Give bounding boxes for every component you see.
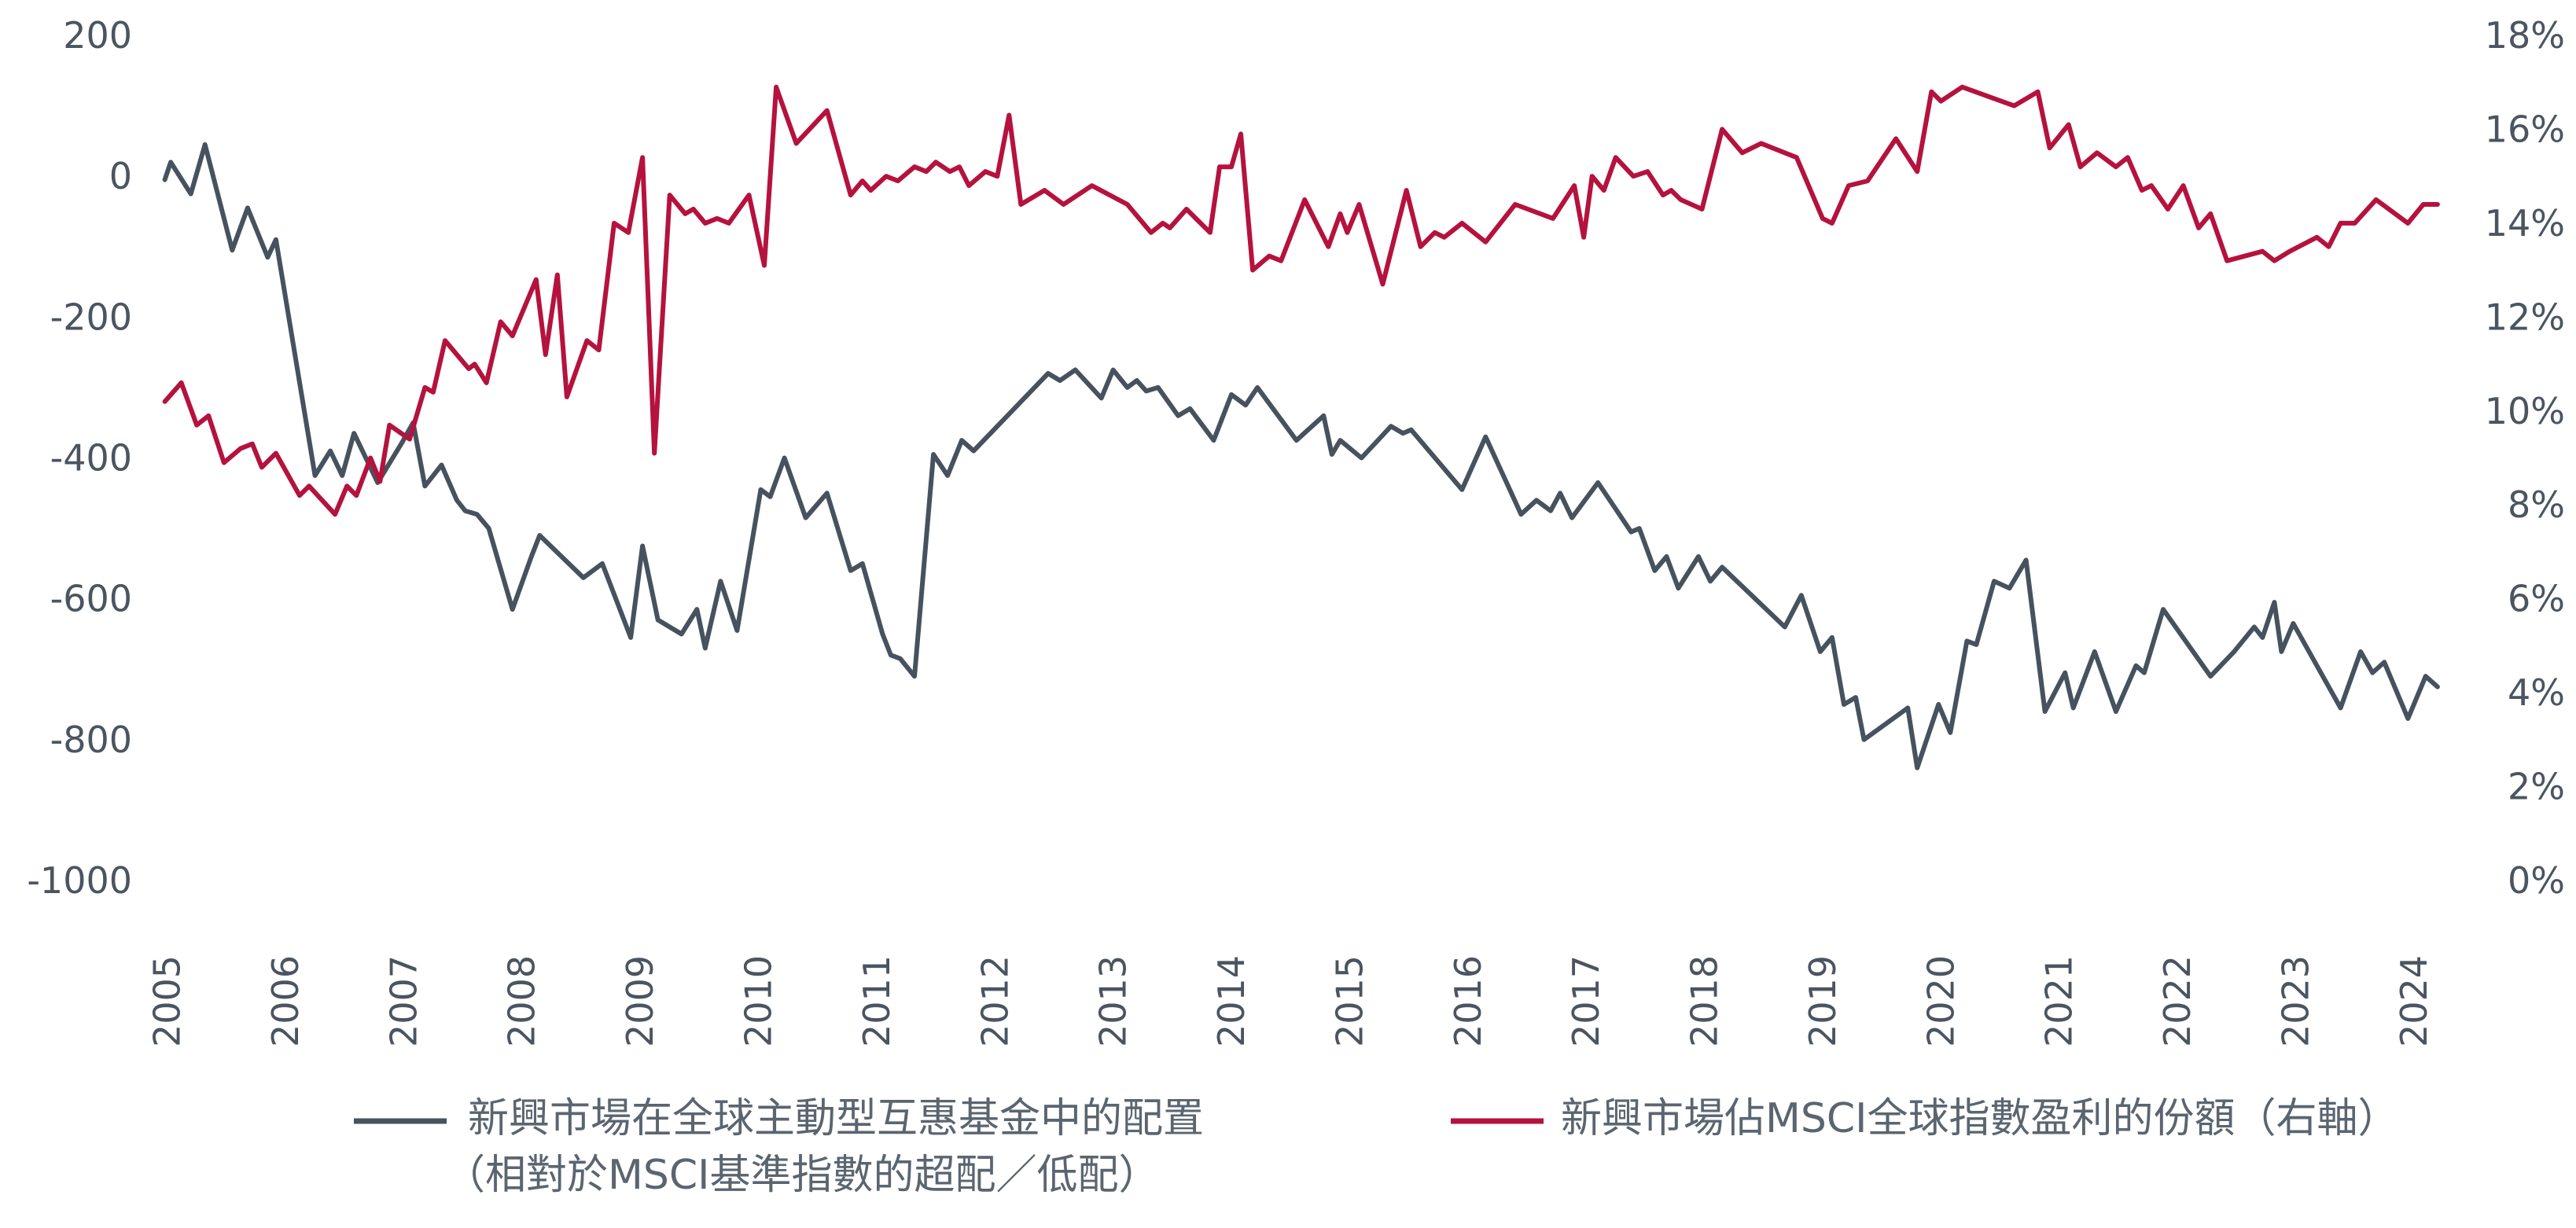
x-tick-label: 2011 (856, 955, 898, 1047)
x-tick-label: 2014 (1210, 955, 1253, 1047)
right-y-axis: 18% 16% 14% 12% 10% 8% 6% 4% 2% 0% (2485, 14, 2565, 902)
right-y-tick-label: 2% (2508, 766, 2565, 808)
x-tick-label: 2010 (737, 955, 779, 1047)
right-y-tick-label: 0% (2508, 859, 2565, 902)
x-tick-label: 2018 (1684, 955, 1726, 1047)
left-y-tick-label: -600 (50, 578, 132, 620)
x-tick-label: 2009 (619, 955, 661, 1047)
x-tick-label: 2008 (501, 955, 543, 1047)
right-y-tick-label: 4% (2508, 671, 2565, 714)
x-tick-label: 2023 (2274, 955, 2317, 1047)
x-axis: 2005 2006 2007 2008 2009 2010 2011 2012 2013 2014… (146, 955, 2435, 1047)
x-tick-label: 2024 (2393, 955, 2435, 1047)
right-y-tick-label: 10% (2485, 390, 2565, 432)
series-line-allocation (162, 142, 2440, 770)
x-tick-label: 2017 (1565, 955, 1607, 1047)
legend-label: 新興市場佔MSCI全球指數盈利的份額（右軸） (1561, 1095, 2399, 1142)
legend-label: 新興市場在全球主動型互惠基金中的配置 (468, 1095, 1204, 1142)
x-tick-label: 2007 (382, 955, 425, 1047)
right-y-tick-label: 18% (2485, 14, 2565, 57)
left-y-tick-label: 0 (109, 155, 132, 197)
series-line-earnings-share (162, 84, 2440, 517)
x-tick-label: 2016 (1447, 955, 1489, 1047)
right-y-tick-label: 16% (2485, 108, 2565, 150)
x-tick-label: 2021 (2038, 955, 2081, 1047)
left-y-tick-label: -800 (50, 719, 132, 761)
x-tick-label: 2019 (1801, 955, 1844, 1047)
right-y-tick-label: 12% (2485, 296, 2565, 338)
left-y-tick-label: -1000 (27, 859, 132, 902)
x-tick-label: 2020 (1919, 955, 1962, 1047)
x-tick-label: 2012 (973, 955, 1016, 1047)
right-y-tick-label: 6% (2508, 578, 2565, 620)
legend-label: （相對於MSCI基準指數的超配／低配） (444, 1152, 1160, 1199)
series-layer (162, 84, 2440, 770)
x-tick-label: 2015 (1328, 955, 1371, 1047)
left-y-tick-label: 200 (63, 14, 132, 57)
left-y-tick-label: -400 (50, 437, 132, 480)
x-tick-label: 2006 (264, 955, 307, 1047)
x-tick-label: 2013 (1092, 955, 1135, 1047)
right-y-tick-label: 8% (2508, 483, 2565, 526)
legend: 新興市場在全球主動型互惠基金中的配置 （相對於MSCI基準指數的超配／低配） 新興市… (354, 1095, 2399, 1199)
x-tick-label: 2005 (146, 955, 189, 1047)
left-y-axis: 200 0 -200 -400 -600 -800 -1000 (27, 14, 132, 902)
left-y-tick-label: -200 (50, 296, 132, 338)
x-tick-label: 2022 (2156, 955, 2199, 1047)
right-y-tick-label: 14% (2485, 202, 2565, 244)
